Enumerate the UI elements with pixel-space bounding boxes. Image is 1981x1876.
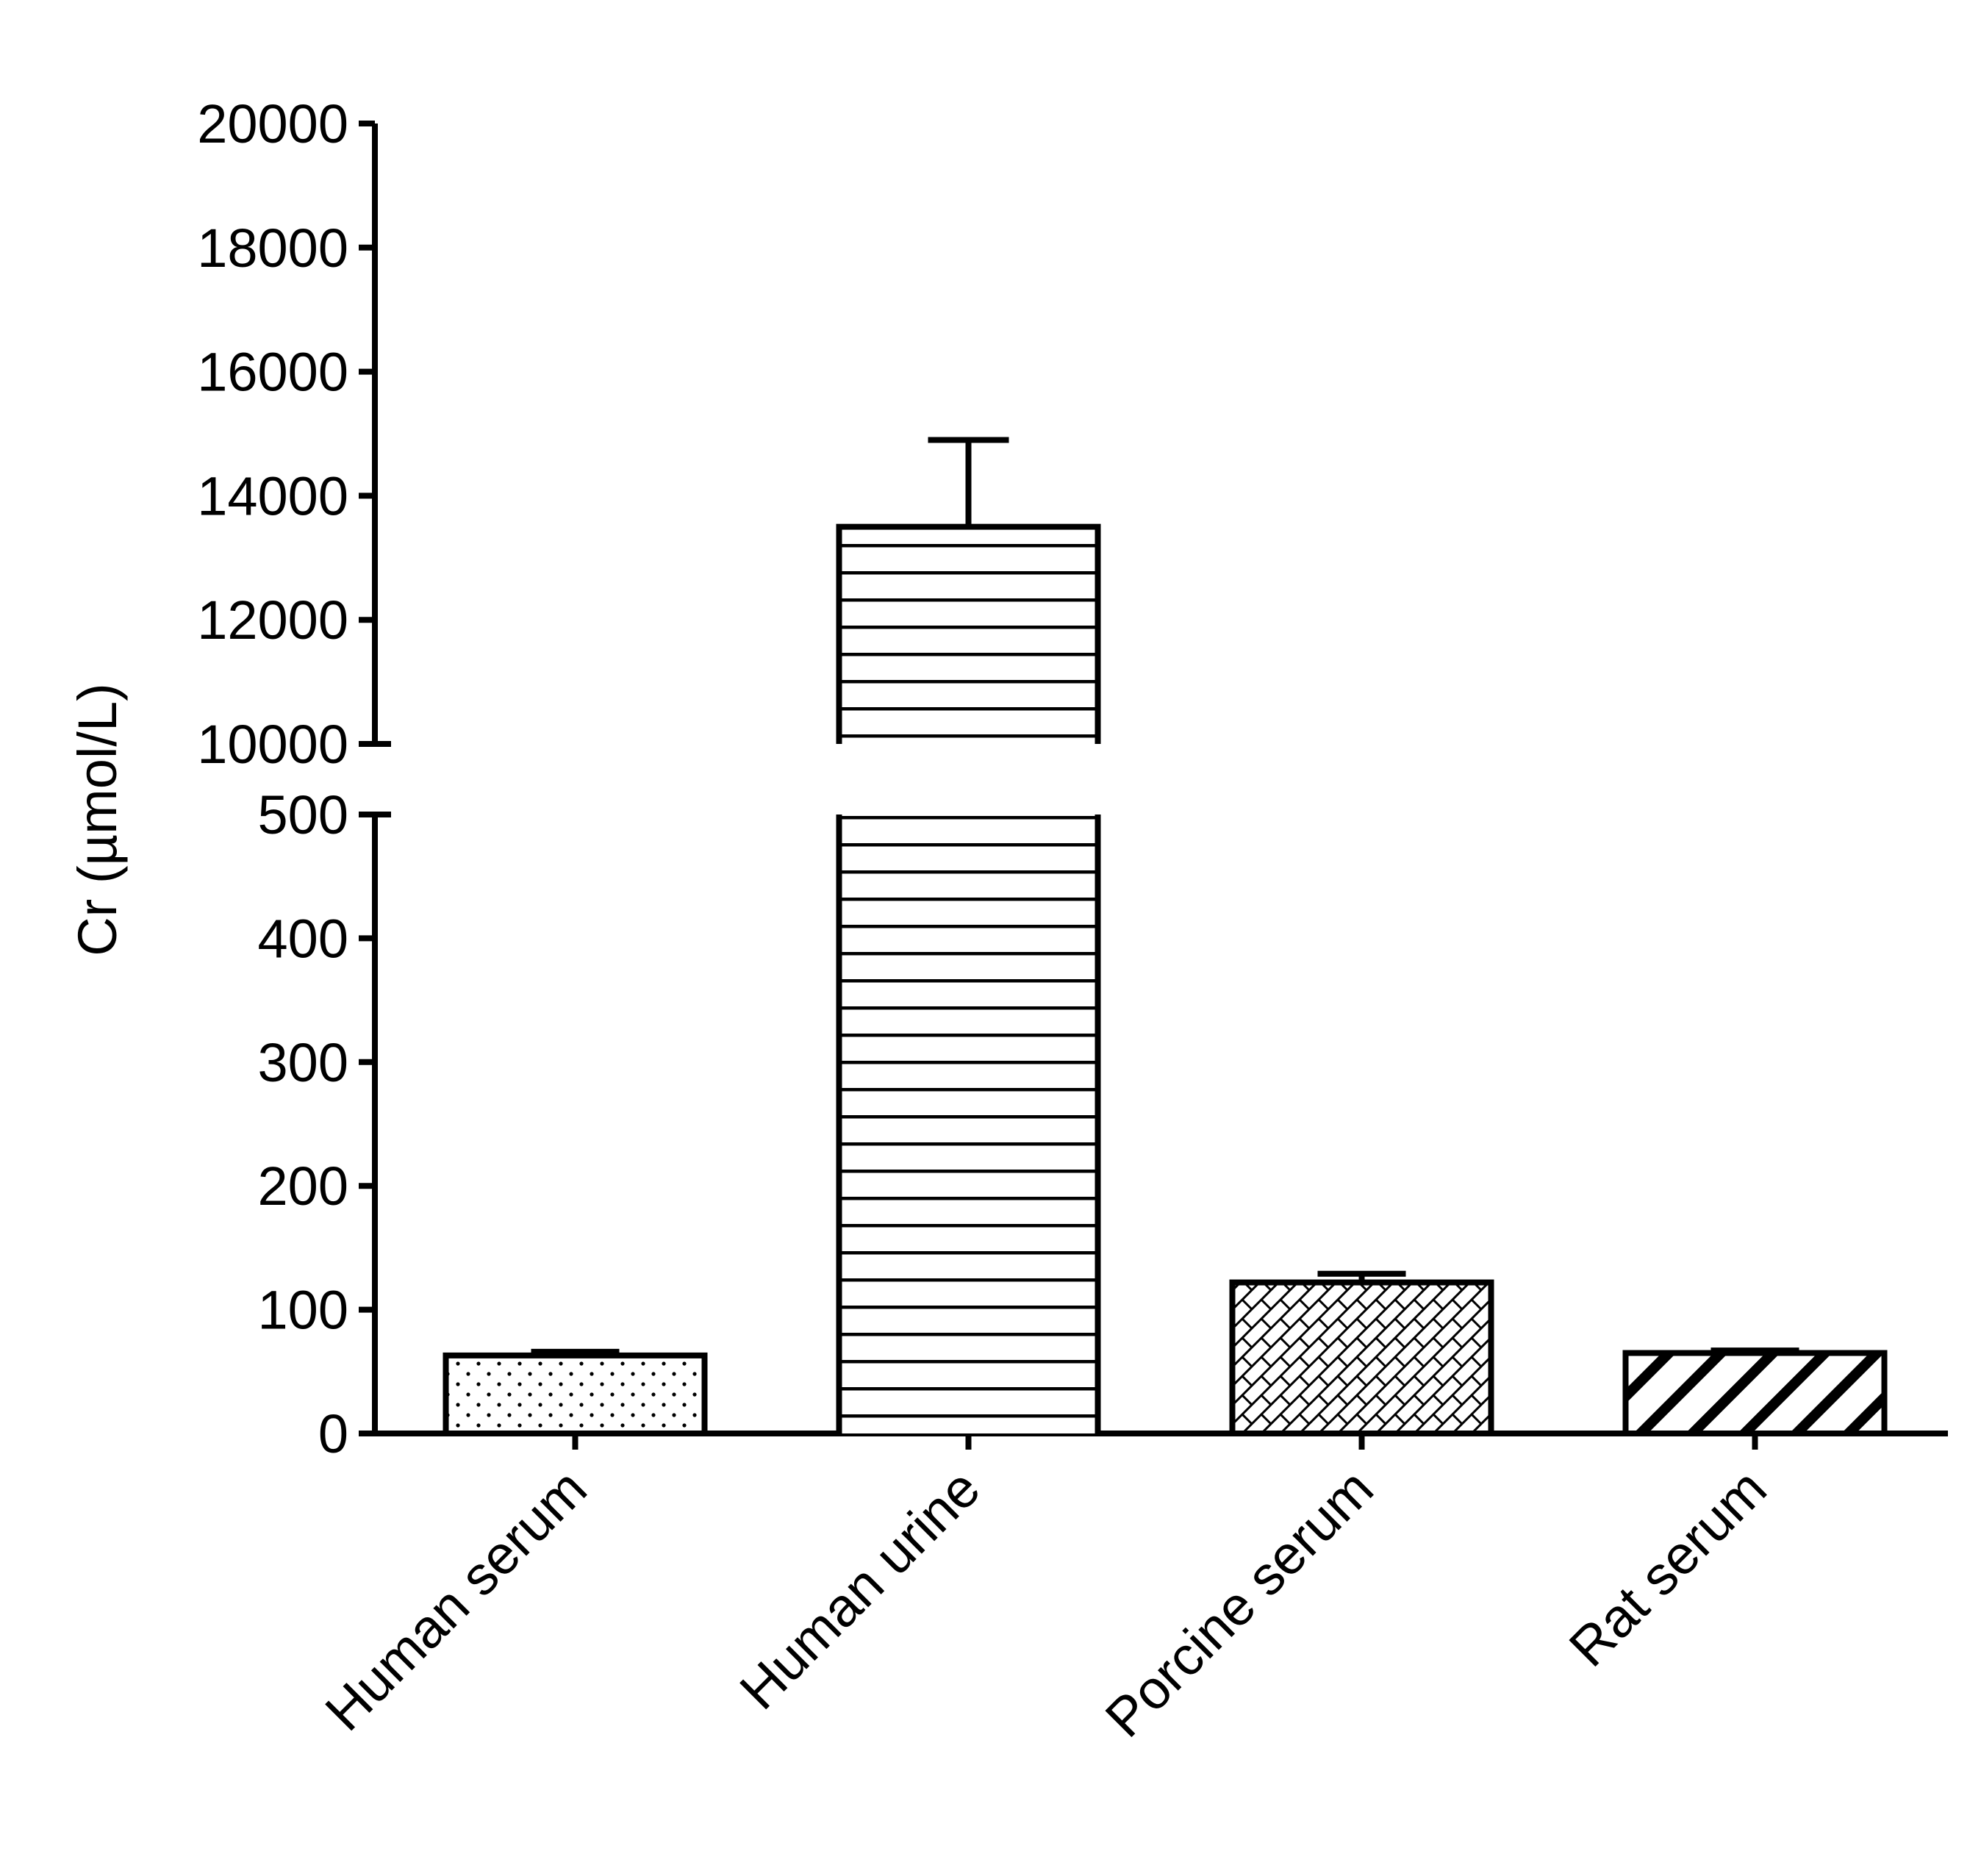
bar [1229,1279,1494,1436]
x-tick-label: Porcine serum [1094,1458,1385,1749]
x-tick-label: Human serum [314,1458,598,1742]
axes [359,123,1948,1436]
y-tick-label: 300 [258,1032,348,1093]
y-axis-title: Cr (µmol/L) [67,683,128,956]
y-tick-label: 10000 [197,714,348,775]
y-tick-label: 500 [258,784,348,845]
bar-lower-segment [839,815,1098,1433]
bars [443,437,1888,1437]
y-tick-label: 100 [258,1280,348,1341]
y-tick-label: 12000 [197,590,348,651]
y-tick-label: 14000 [197,465,348,526]
x-tick-label: Human urine [728,1458,992,1721]
y-tick-label: 20000 [197,93,348,154]
y-tick-label: 0 [318,1403,348,1464]
y-tick-label: 16000 [197,342,348,403]
y-tick-label: 18000 [197,218,348,279]
y-tick-label: 400 [258,908,348,969]
bar [1622,1350,1888,1437]
bar [443,1352,708,1436]
bar-upper-segment [839,526,1098,744]
y-tick-label: 200 [258,1156,348,1217]
x-tick-label: Rat serum [1558,1458,1778,1678]
